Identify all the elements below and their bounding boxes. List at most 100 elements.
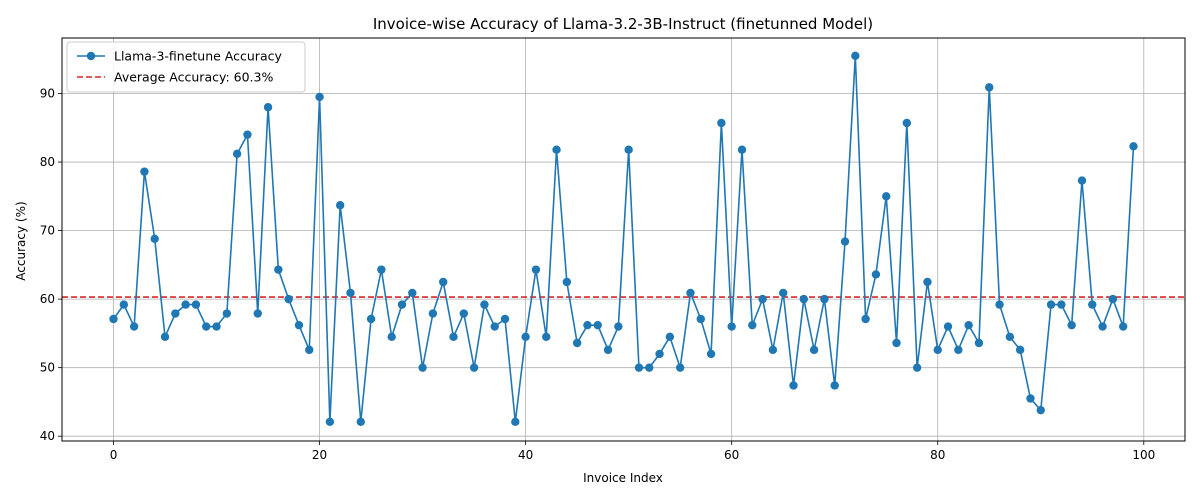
data-point: [129, 322, 139, 331]
y-tick-label: 80: [40, 155, 55, 169]
data-point: [1036, 405, 1045, 415]
data-point: [119, 300, 129, 309]
data-point: [305, 345, 314, 355]
data-point: [274, 265, 283, 274]
data-point: [799, 294, 808, 304]
y-tick-label: 60: [40, 292, 55, 306]
data-point: [655, 349, 664, 359]
data-point: [439, 277, 448, 287]
data-point: [562, 277, 572, 287]
data-point: [1108, 294, 1118, 304]
data-point: [428, 309, 438, 318]
data-point: [315, 92, 324, 102]
y-tick-label: 70: [40, 224, 55, 238]
data-point: [150, 234, 159, 244]
data-point: [809, 345, 819, 355]
data-point: [377, 265, 386, 274]
data-point: [1098, 322, 1107, 331]
data-point: [1118, 322, 1128, 331]
data-point: [737, 145, 747, 154]
data-point: [768, 345, 778, 355]
axes-frame: [61, 37, 1186, 442]
data-point: [1067, 320, 1076, 330]
legend: Llama-3-finetune Accuracy Average Accura…: [66, 41, 306, 93]
data-point: [284, 294, 293, 304]
data-point: [542, 332, 551, 342]
data-point: [665, 332, 675, 342]
data-point: [1057, 300, 1066, 309]
data-point: [397, 300, 407, 309]
data-point: [1015, 345, 1025, 355]
data-point: [964, 320, 973, 330]
data-point: [521, 332, 530, 342]
x-axis-label: Invoice Index: [583, 471, 663, 485]
plot-area: 0 20 40 60 80 100 40 50 60 70 80 90: [40, 37, 1186, 462]
data-point: [645, 363, 654, 372]
legend-label-accuracy: Llama-3-finetune Accuracy: [114, 49, 282, 64]
data-point: [1005, 332, 1015, 342]
data-point: [232, 149, 242, 159]
data-point: [902, 118, 912, 128]
data-point: [1077, 176, 1087, 185]
data-point: [830, 381, 839, 390]
data-point: [325, 417, 335, 427]
data-point: [531, 265, 541, 274]
data-point: [171, 309, 180, 318]
data-point: [511, 417, 520, 427]
data-point: [140, 167, 149, 176]
data-point: [943, 322, 953, 331]
y-axis-label: Accuracy (%): [14, 201, 28, 280]
chart-title: Invoice-wise Accuracy of Llama-3.2-3B-In…: [373, 15, 873, 33]
x-tick-label: 40: [518, 448, 533, 462]
data-point: [253, 309, 262, 318]
data-point: [985, 83, 994, 92]
data-point: [191, 300, 201, 309]
data-point: [717, 118, 726, 128]
data-point: [778, 288, 788, 298]
data-point: [995, 300, 1004, 309]
data-point: [624, 145, 633, 154]
x-tick-label: 20: [312, 448, 327, 462]
legend-box: [66, 41, 306, 93]
data-point: [1026, 394, 1035, 403]
data-point: [346, 288, 355, 298]
data-point: [861, 314, 870, 324]
data-point: [789, 381, 798, 390]
data-point: [181, 300, 190, 309]
data-point: [294, 320, 304, 330]
y-tick-label: 40: [40, 429, 55, 443]
data-point: [449, 332, 458, 342]
data-point: [820, 294, 829, 304]
data-point: [469, 363, 479, 372]
data-point: [387, 332, 396, 342]
y-tick-label: 90: [40, 87, 55, 101]
data-point: [202, 322, 211, 331]
data-point: [675, 363, 685, 372]
data-point: [593, 320, 602, 330]
data-point: [335, 201, 345, 210]
x-tick-label: 60: [724, 448, 739, 462]
data-point: [222, 309, 232, 318]
data-point: [500, 314, 510, 324]
data-point: [366, 314, 376, 324]
data-point: [840, 237, 850, 246]
data-point: [933, 345, 942, 355]
x-tick-label: 100: [1132, 448, 1155, 462]
data-point: [212, 322, 221, 331]
data-point: [480, 300, 489, 309]
data-point: [603, 345, 613, 355]
data-point: [1088, 300, 1097, 309]
data-point: [109, 314, 118, 324]
data-point: [727, 322, 736, 331]
data-point: [748, 320, 757, 330]
data-point: [1129, 142, 1138, 151]
data-point: [490, 322, 499, 331]
series-line-accuracy: [112, 55, 1135, 423]
data-point: [614, 322, 623, 331]
legend-label-average: Average Accuracy: 60.3%: [114, 70, 273, 85]
data-point: [418, 363, 427, 372]
data-point: [954, 345, 963, 355]
data-point: [408, 288, 417, 298]
data-point: [706, 349, 716, 359]
